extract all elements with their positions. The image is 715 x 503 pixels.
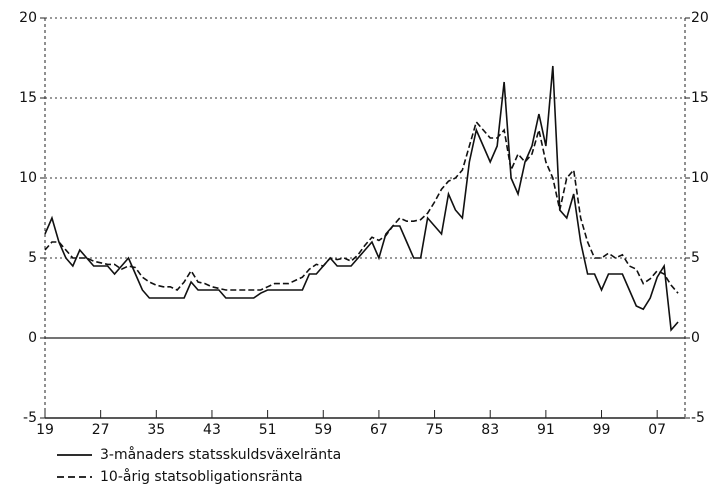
x-tick-label: 19 [36,422,54,438]
y-tick-label: 15 [19,90,37,106]
series-line [44,65,679,332]
y-tick-label: 0 [28,330,37,346]
x-tick-label: 91 [537,422,555,438]
y2-tick-label: 5 [691,250,700,266]
x-tick-label: 07 [648,422,666,438]
x-tick-label: 51 [259,422,277,438]
x-tick-label: 99 [593,422,611,438]
y-tick-label: 5 [28,250,37,266]
legend-label: 10-årig statsobligationsränta [100,468,303,485]
y2-tick-label: -5 [691,410,705,426]
x-tick-label: 27 [92,422,110,438]
y-tick-label: 20 [19,10,37,26]
x-tick-label: 43 [203,422,221,438]
y-tick-label: 10 [19,170,37,186]
y2-tick-label: 0 [691,330,700,346]
legend-label: 3-månaders statsskuldsväxelränta [100,446,341,463]
x-tick-label: 83 [481,422,499,438]
x-tick-label: 35 [147,422,165,438]
x-tick-label: 67 [370,422,388,438]
y2-tick-label: 15 [691,90,709,106]
x-tick-label: 59 [314,422,332,438]
x-tick-label: 75 [426,422,444,438]
y2-tick-label: 20 [691,10,709,26]
y2-tick-label: 10 [691,170,709,186]
y-tick-label: -5 [23,410,37,426]
series-line [44,120,679,294]
